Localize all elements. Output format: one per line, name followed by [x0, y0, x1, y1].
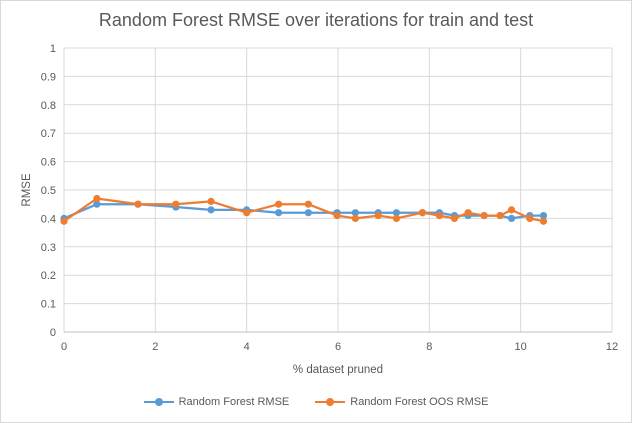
- data-point: [435, 211, 443, 220]
- data-point: [351, 214, 359, 222]
- legend-label-train: Random Forest RMSE: [178, 396, 290, 408]
- legend-item-oos: Random Forest OOS RMSE: [315, 396, 488, 408]
- y-tick-label: 0.6: [41, 157, 56, 169]
- x-tick-label: 10: [515, 341, 527, 353]
- data-point: [333, 211, 341, 220]
- data-point: [496, 211, 504, 220]
- x-tick-label: 8: [426, 341, 432, 353]
- y-tick-label: 0.8: [41, 100, 56, 112]
- legend-marker-oos: [315, 398, 346, 406]
- data-point: [243, 209, 251, 217]
- data-point: [507, 214, 516, 222]
- x-tick-label: 12: [606, 341, 618, 353]
- data-point: [207, 206, 215, 214]
- legend-item-train: Random Forest RMSE: [143, 396, 290, 408]
- x-tick-label: 0: [61, 341, 67, 353]
- data-point: [207, 197, 215, 205]
- data-point: [450, 214, 459, 222]
- y-axis-title: RMSE: [21, 173, 33, 207]
- x-tick-label: 2: [152, 341, 158, 353]
- legend: Random Forest RMSE Random Forest OOS RMS…: [0, 396, 632, 408]
- data-point: [392, 209, 401, 217]
- data-point: [539, 211, 548, 220]
- data-point: [275, 200, 283, 208]
- data-point: [304, 209, 312, 217]
- data-point: [93, 194, 101, 203]
- y-tick-label: 0.1: [41, 299, 56, 311]
- data-point: [539, 217, 548, 225]
- data-point: [507, 206, 516, 214]
- data-point: [418, 209, 427, 217]
- data-point: [60, 217, 68, 225]
- data-point: [464, 209, 472, 217]
- y-tick-label: 0.9: [41, 71, 56, 83]
- y-tick-label: 1: [50, 43, 56, 55]
- x-tick-label: 6: [335, 341, 341, 353]
- data-point: [526, 214, 534, 222]
- data-point: [480, 211, 488, 220]
- y-tick-label: 0.7: [41, 128, 56, 140]
- x-axis-title: % dataset pruned: [293, 364, 383, 376]
- data-point: [172, 200, 180, 208]
- data-point: [351, 209, 359, 217]
- data-point: [93, 200, 101, 208]
- y-tick-label: 0.2: [41, 270, 56, 282]
- data-point: [304, 200, 312, 208]
- y-tick-label: 0.3: [41, 242, 56, 254]
- y-tick-label: 0: [50, 327, 56, 339]
- legend-marker-train: [143, 398, 174, 406]
- y-tick-label: 0.4: [41, 213, 56, 225]
- legend-label-oos: Random Forest OOS RMSE: [350, 396, 489, 408]
- x-tick-label: 4: [244, 341, 250, 353]
- y-tick-label: 0.5: [41, 185, 56, 197]
- data-point: [134, 200, 142, 208]
- data-point: [392, 214, 401, 222]
- data-point: [275, 209, 283, 217]
- data-point: [374, 211, 382, 220]
- chart-title: Random Forest RMSE over iterations for t…: [98, 10, 534, 30]
